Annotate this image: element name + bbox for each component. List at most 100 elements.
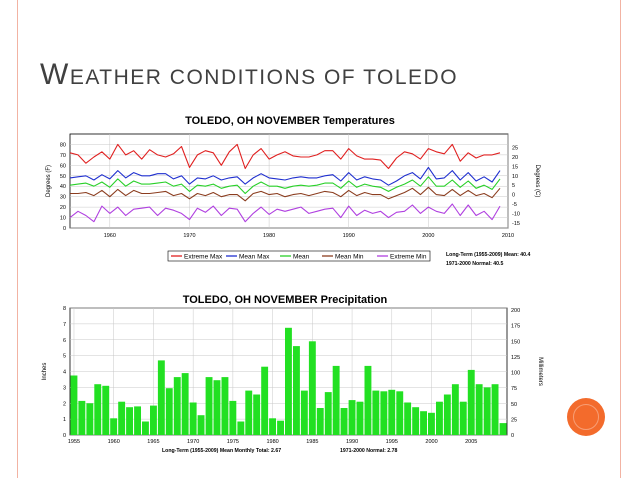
temperature-y-tick-label: 70: [60, 153, 66, 159]
precipitation-y-tick-label: 1: [63, 417, 66, 423]
slide-title-rest: EATHER CONDITIONS OF TOLEDO: [69, 66, 459, 89]
temperature-y-tick-label: 80: [60, 142, 66, 148]
precipitation-y2-tick-label: 0: [511, 433, 514, 439]
temperature-legend-label: Mean: [293, 254, 310, 261]
temperature-legend: [167, 250, 431, 262]
left-border-rule: [17, 0, 18, 478]
precipitation-bar: [420, 411, 427, 435]
precipitation-bar: [324, 392, 332, 435]
precipitation-bar: [134, 406, 141, 435]
precipitation-bar: [110, 418, 118, 435]
precipitation-y2-tick-label: 50: [511, 402, 517, 408]
temperature-y2-tick-label: -10: [512, 211, 520, 217]
temperature-y2-tick-label: -15: [512, 221, 520, 227]
precipitation-y-tick-label: 3: [63, 385, 66, 391]
temperature-y2-tick-label: 0: [512, 193, 515, 199]
precipitation-y-tick-label: 6: [63, 338, 66, 344]
temperature-chart-svg: TOLEDO, OH NOVEMBER Temperatures 0 10 20 30 4…: [46, 115, 540, 267]
temperature-y2-tick-label: -5: [512, 202, 517, 208]
precipitation-bar: [459, 401, 467, 435]
precipitation-bar: [451, 384, 459, 435]
precipitation-bar: [293, 346, 300, 435]
precipitation-y-tick-label: 4: [63, 370, 66, 376]
precipitation-y2-tick-label: 125: [511, 355, 520, 361]
precipitation-bar: [189, 402, 197, 435]
precipitation-x-tick-label: 1955: [68, 439, 80, 445]
slide-nav-circle[interactable]: [567, 398, 605, 436]
temperature-chart-title: TOLEDO, OH NOVEMBER Temperatures: [185, 115, 395, 127]
precipitation-bar: [340, 408, 348, 435]
temperature-y2-tick-label: 5: [512, 183, 515, 189]
temperature-series-line-mean-min: [70, 186, 501, 202]
temperature-y-tick-label: 50: [60, 174, 66, 180]
temperature-x-tick-label: 2010: [502, 233, 514, 239]
precipitation-bar: [348, 400, 356, 435]
temperature-y2-axis-label: Degrees (C): [534, 165, 540, 198]
precipitation-x-tick-label: 1970: [187, 439, 199, 445]
precipitation-bar: [86, 403, 94, 436]
temperature-y-tick-label: 30: [60, 195, 66, 201]
temperature-x-tick-label: 1970: [183, 233, 195, 239]
precipitation-bar: [412, 407, 420, 435]
precipitation-y2-tick-label: 100: [511, 371, 520, 377]
precipitation-x-tick-label: 1995: [386, 439, 398, 445]
temperature-legend-label: Mean Max: [239, 254, 270, 261]
precipitation-bar: [221, 377, 229, 435]
precipitation-bar: [261, 366, 269, 435]
precipitation-bar: [308, 341, 316, 435]
temperature-y-axis-label: Degrees (F): [46, 165, 52, 197]
temperature-x-tick-label: 1990: [343, 233, 355, 239]
precipitation-bar: [197, 415, 205, 435]
temperature-chart: TOLEDO, OH NOVEMBER Temperatures 0 10 20 30 4…: [0, 108, 638, 273]
right-border-rule: [620, 0, 621, 478]
precipitation-chart: TOLEDO, OH NOVEMBER Precipitation 0 1 2 3 4 5 6…: [0, 290, 638, 460]
precipitation-y2-tick-label: 150: [511, 339, 520, 345]
precipitation-bar: [316, 408, 324, 435]
temperature-series-line-extreme-min: [69, 203, 501, 223]
temperature-y2-tick-label: 25: [512, 146, 518, 152]
precipitation-bar: [436, 401, 443, 435]
precipitation-y-tick-label: 2: [63, 401, 66, 407]
precipitation-bar: [253, 394, 261, 435]
precipitation-bar: [443, 394, 451, 435]
temperature-annotation-normal: 1971-2000 Normal: 40.5: [446, 261, 504, 267]
precipitation-bar: [467, 369, 475, 435]
temperature-x-tick-label: 2000: [422, 233, 434, 239]
precipitation-bar: [428, 412, 435, 435]
precipitation-bar: [94, 384, 102, 435]
temperature-annotation-mean: Long-Term (1955-2009) Mean: 40.4: [446, 252, 530, 258]
slide-title-initial: W: [40, 58, 70, 91]
precipitation-x-tick-label: 1980: [266, 439, 278, 445]
temperature-legend-label: Extreme Max: [184, 254, 223, 261]
temperature-series-line-mean: [69, 176, 501, 195]
temperature-plot-area: [69, 133, 509, 229]
precipitation-bar: [118, 401, 126, 435]
precipitation-bar: [157, 360, 165, 435]
precipitation-bar: [70, 375, 78, 435]
precipitation-bar: [356, 401, 364, 435]
temperature-y2-tick-label: 15: [512, 164, 518, 170]
temperature-legend-label: Extreme Min: [390, 254, 427, 261]
precipitation-bar: [142, 421, 149, 435]
precipitation-bar: [475, 384, 483, 435]
precipitation-x-tick-label: 1985: [306, 439, 318, 445]
precipitation-bar: [364, 365, 372, 435]
precipitation-y2-tick-label: 200: [511, 308, 520, 314]
temperature-legend-label: Mean Min: [335, 254, 364, 261]
precipitation-y2-axis-label: Millimeters: [537, 357, 543, 386]
precipitation-x-tick-label: 1975: [227, 439, 239, 445]
precipitation-bar: [285, 327, 292, 435]
precipitation-bar: [126, 407, 133, 435]
precipitation-bar: [165, 388, 173, 435]
precipitation-bar: [388, 389, 396, 435]
temperature-y-tick-label: 20: [60, 205, 66, 211]
precipitation-annotation-normal: 1971-2000 Normal: 2.78: [340, 448, 398, 454]
precipitation-bar: [229, 400, 237, 435]
precipitation-bar: [213, 380, 221, 435]
precipitation-y2-tick-label: 75: [511, 386, 517, 392]
precipitation-x-tick-label: 1960: [108, 439, 120, 445]
precipitation-bar: [237, 421, 245, 435]
precipitation-bar: [245, 390, 253, 435]
temperature-series-line-extreme-max: [69, 143, 501, 170]
precipitation-chart-svg: TOLEDO, OH NOVEMBER Precipitation 0 1 2 3 4 5 6…: [42, 294, 543, 454]
